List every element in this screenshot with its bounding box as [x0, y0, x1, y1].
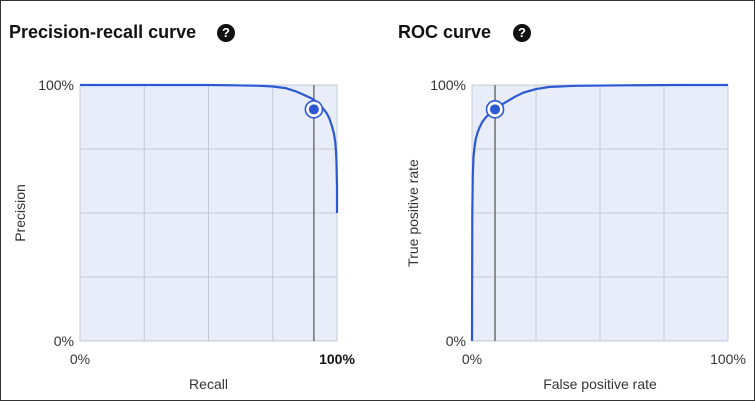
- roc-y-axis-label: True positive rate: [405, 159, 421, 267]
- pr-y-tick-label: 0%: [54, 333, 74, 349]
- pr-y-axis-label: Precision: [12, 184, 28, 242]
- pr-x-tick-label: 100%: [319, 351, 355, 367]
- roc-x-tick-label: 0%: [462, 351, 482, 367]
- roc-y-tick-label: 100%: [430, 77, 466, 93]
- pr-panel-title: Precision-recall curve: [9, 22, 197, 42]
- pr-x-axis-label: Recall: [189, 376, 228, 392]
- roc-x-tick-label: 100%: [710, 351, 746, 367]
- pr-x-tick-label: 0%: [70, 351, 90, 367]
- pr-marker-dot: [308, 104, 319, 115]
- roc-help-icon[interactable]: ?: [513, 24, 531, 42]
- pr-y-tick-label: 100%: [38, 77, 74, 93]
- pr-help-icon[interactable]: ?: [217, 24, 235, 42]
- roc-chart: 100% 0% 0% 100% False positive rate True posi…: [405, 77, 746, 392]
- roc-panel-title: ROC curve: [398, 22, 492, 42]
- roc-marker-dot: [490, 104, 501, 115]
- roc-y-tick-label: 0%: [446, 333, 466, 349]
- roc-x-axis-label: False positive rate: [543, 376, 657, 392]
- pr-chart: 100% 0% 0% 100% Recall Precision: [12, 77, 355, 392]
- pr-curve-line: [80, 83, 339, 213]
